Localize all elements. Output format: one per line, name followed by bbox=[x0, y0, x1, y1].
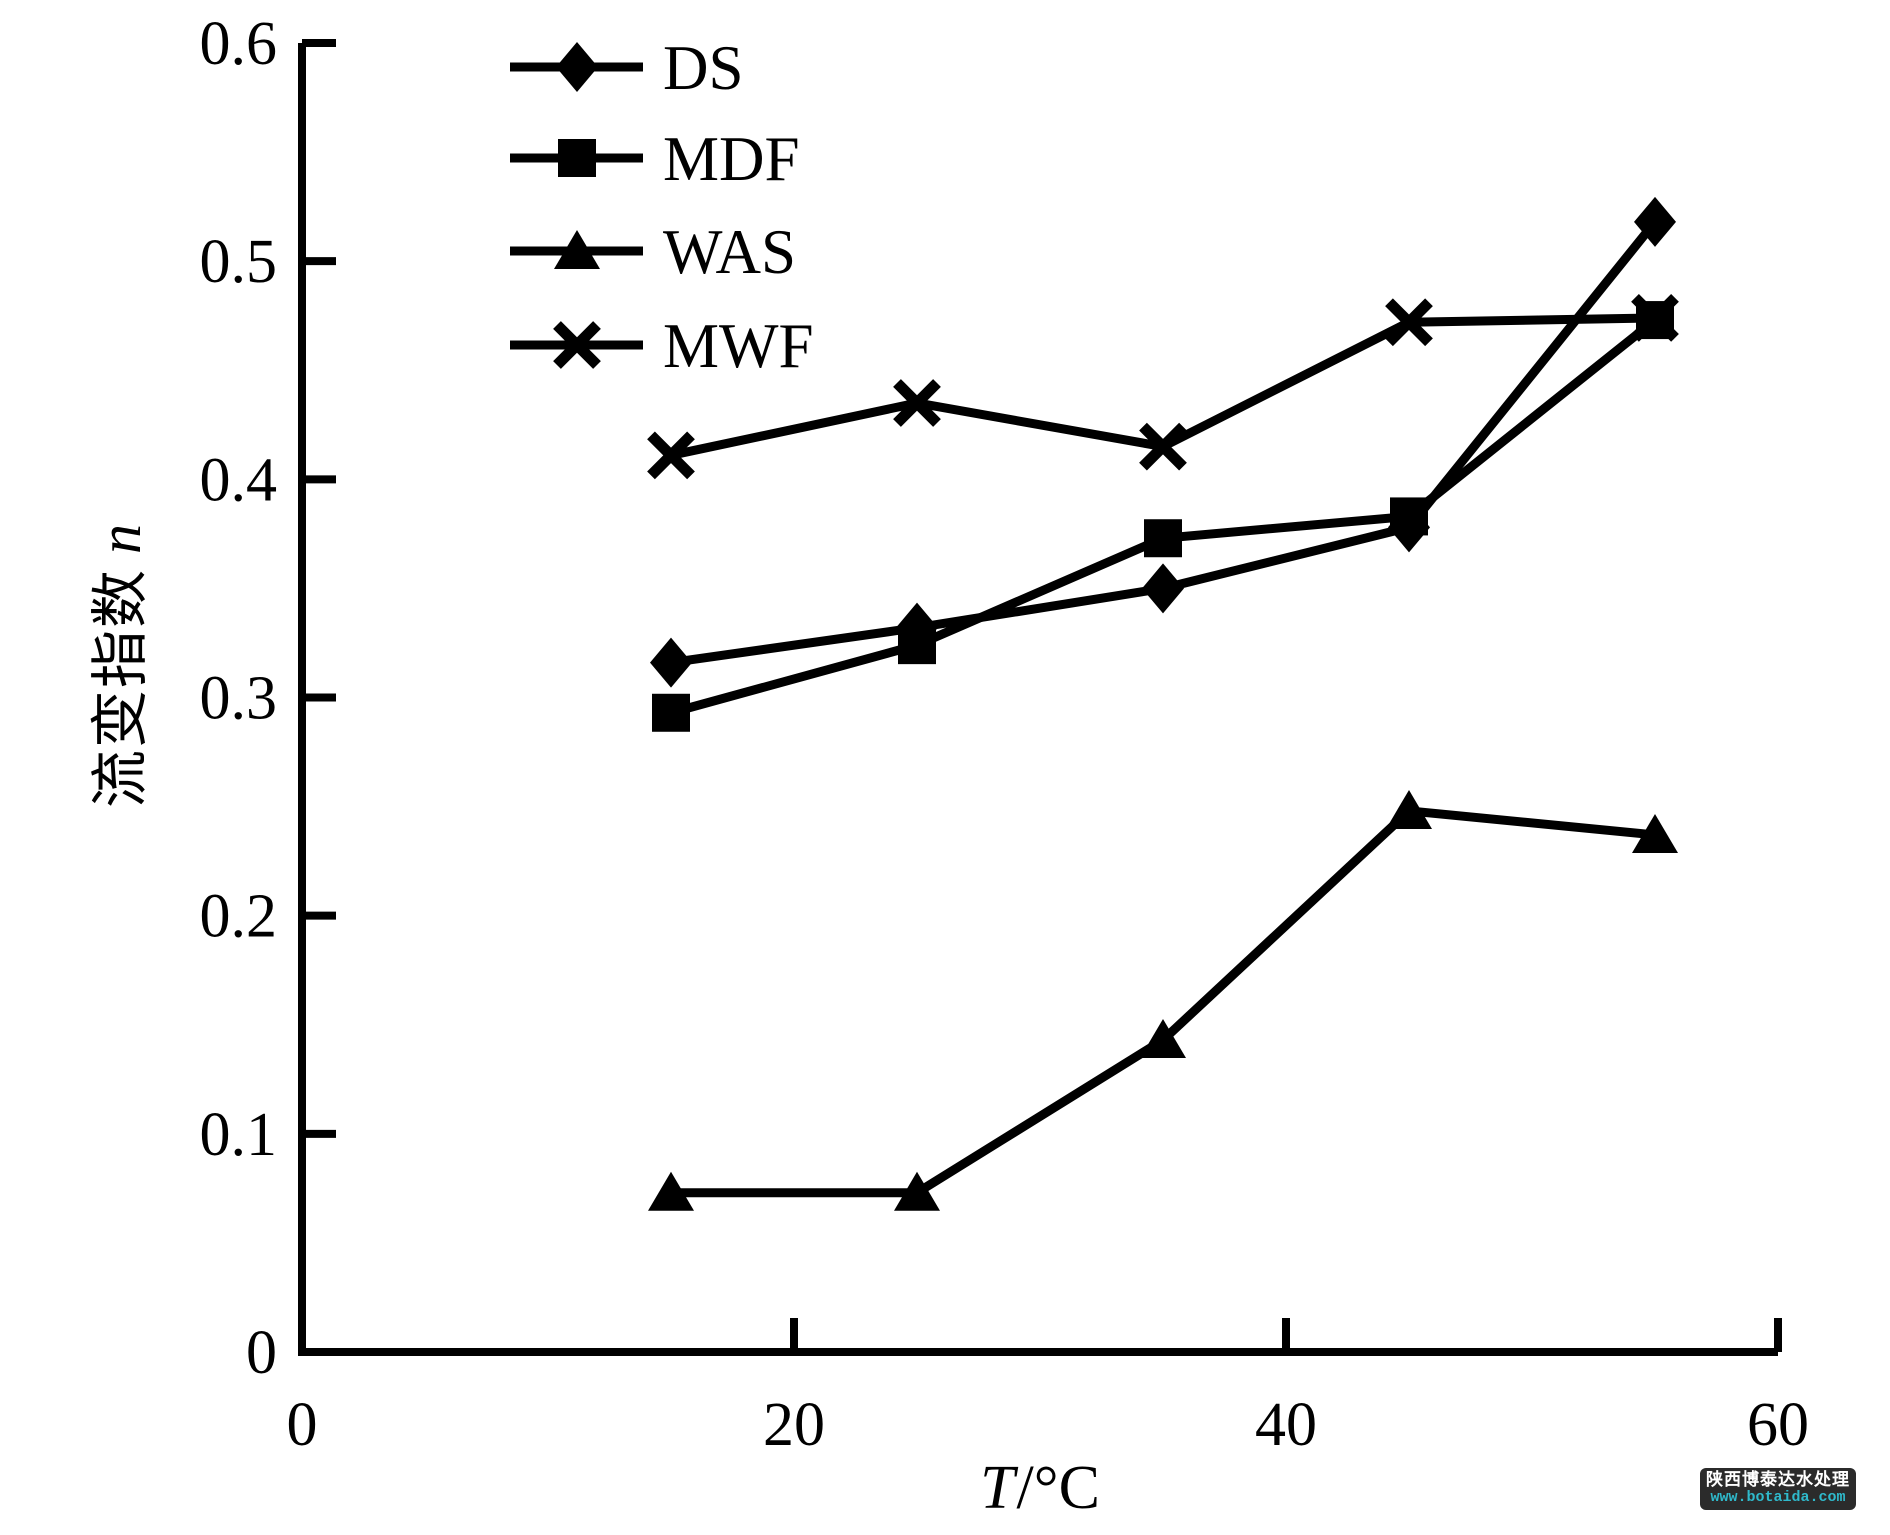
y-axis-title-symbol: n bbox=[87, 522, 153, 554]
x-tick-labels: 0 20 40 60 bbox=[287, 1391, 1810, 1459]
watermark-url: www.botaida.com bbox=[1710, 1489, 1846, 1506]
series-DS bbox=[650, 196, 1676, 688]
legend: DS MDF WAS MWF bbox=[510, 33, 814, 381]
triangle-marker bbox=[1386, 789, 1432, 829]
diamond-marker bbox=[650, 637, 692, 688]
x-tick-label: 20 bbox=[763, 1391, 825, 1459]
y-tick-labels: 0 0.1 0.2 0.3 0.4 0.5 0.6 bbox=[200, 10, 278, 1387]
y-tick-label: 0.6 bbox=[200, 10, 278, 78]
series-line-WAS bbox=[671, 806, 1656, 1198]
square-marker bbox=[652, 693, 690, 732]
y-axis-title-text: 流变指数 bbox=[88, 568, 153, 809]
x-marker bbox=[553, 321, 601, 369]
legend-label: MWF bbox=[663, 311, 814, 381]
x-marker bbox=[647, 431, 695, 480]
legend-item-MDF: MDF bbox=[510, 124, 800, 194]
y-tick-label: 0.3 bbox=[200, 665, 278, 733]
watermark-badge: 陕西博泰达水处理 www.botaida.com bbox=[1700, 1468, 1856, 1510]
y-tick-label: 0.4 bbox=[200, 446, 278, 514]
triangle-marker bbox=[894, 1171, 940, 1211]
triangle-marker bbox=[1140, 1019, 1186, 1059]
square-marker bbox=[1390, 497, 1428, 536]
series-line-MDF bbox=[669, 316, 1658, 718]
legend-item-WAS: WAS bbox=[510, 217, 796, 287]
legend-label: WAS bbox=[663, 217, 796, 287]
y-axis-title: 流变指数 n bbox=[86, 435, 154, 895]
y-tick-label: 0.5 bbox=[200, 228, 278, 296]
axis-ticks bbox=[298, 39, 1782, 1356]
legend-item-DS: DS bbox=[510, 33, 744, 103]
legend-label: DS bbox=[663, 33, 744, 103]
axes bbox=[298, 43, 1778, 1356]
square-marker bbox=[898, 626, 936, 665]
y-tick-label: 0.2 bbox=[200, 883, 278, 951]
legend-item-MWF: MWF bbox=[510, 311, 814, 381]
triangle-marker bbox=[1632, 813, 1678, 853]
x-axis-title-symbol: T bbox=[980, 1454, 1015, 1522]
triangle-marker bbox=[554, 230, 600, 269]
diamond-marker bbox=[556, 42, 598, 92]
series-WAS bbox=[648, 789, 1678, 1211]
x-marker bbox=[893, 379, 941, 427]
y-tick-label: 0.1 bbox=[200, 1101, 278, 1169]
x-tick-label: 60 bbox=[1747, 1391, 1809, 1459]
x-axis-title: T/°C bbox=[302, 1452, 1778, 1532]
y-tick-label: 0 bbox=[246, 1319, 277, 1387]
square-marker bbox=[1144, 519, 1182, 558]
watermark-company: 陕西博泰达水处理 bbox=[1706, 1470, 1850, 1489]
diamond-marker bbox=[1142, 563, 1184, 614]
x-tick-label: 40 bbox=[1255, 1391, 1317, 1459]
diamond-marker bbox=[1634, 196, 1676, 247]
x-marker bbox=[1385, 298, 1433, 347]
x-marker bbox=[1139, 422, 1187, 471]
x-axis-title-unit: /°C bbox=[1016, 1454, 1100, 1522]
x-tick-label: 0 bbox=[287, 1391, 318, 1459]
square-marker bbox=[1636, 301, 1674, 340]
square-marker bbox=[558, 139, 596, 177]
triangle-marker bbox=[648, 1171, 694, 1211]
series-MDF bbox=[652, 301, 1674, 732]
legend-label: MDF bbox=[663, 124, 800, 194]
